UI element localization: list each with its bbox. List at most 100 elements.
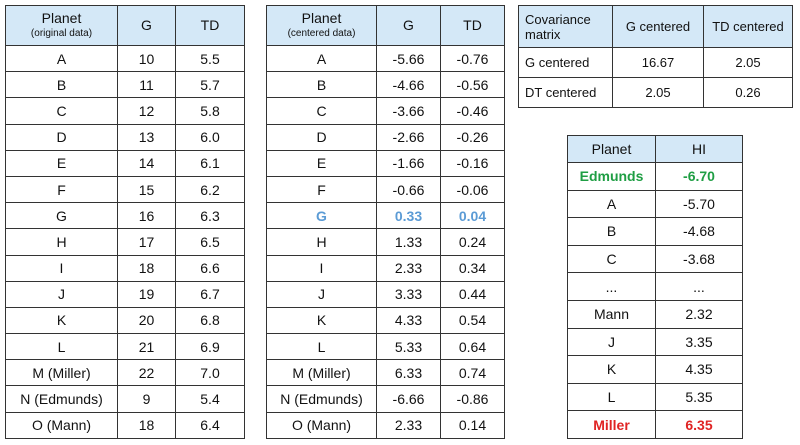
table-cell: M (Miller) [5, 359, 118, 387]
table-cell: 5.7 [175, 71, 245, 99]
table-row: B 11 5.7 [5, 71, 245, 99]
covariance-table: Covariance matrix G centered TD centered G … [518, 5, 793, 108]
table-row: L 5.35 [567, 382, 743, 412]
table-cell: -1.66 [376, 149, 441, 177]
table-cell: 6.9 [175, 333, 245, 361]
table-cell: 19 [117, 280, 176, 308]
table-cell: O (Mann) [5, 411, 118, 439]
table-cell: -3.68 [655, 244, 743, 274]
table-row: M (Miller) 22 7.0 [5, 359, 245, 387]
table-row: L 21 6.9 [5, 333, 245, 361]
table-row: Edmunds -6.70 [567, 162, 743, 191]
table-head: Planet (original data) G TD [5, 5, 245, 46]
table-cell: I [5, 254, 118, 282]
table-cell: -2.66 [376, 123, 441, 151]
table-cell: Mann [567, 299, 656, 329]
table-cell: ... [655, 272, 743, 301]
table-cell: 2.33 [376, 411, 441, 439]
table-cell: 6.4 [175, 411, 245, 439]
header-row: Planet HI [567, 135, 743, 163]
header-cell: Planet [567, 135, 656, 163]
table-row: C -3.68 [567, 244, 743, 274]
table-cell: 15 [117, 175, 176, 204]
header-text: Planet [41, 9, 82, 26]
header-text: Planet [591, 140, 632, 157]
header-text: TD [200, 17, 220, 33]
table-cell: 6.8 [175, 306, 245, 335]
header-cell: G [117, 5, 176, 46]
header-text: G centered [625, 19, 691, 34]
original-data-table: Planet (original data) G TD A 10 5.5 B 11 5.7 C 12 5… [5, 5, 245, 439]
header-note: (original data) [30, 27, 93, 39]
table-row: D 13 6.0 [5, 123, 245, 151]
table-body: G centered 16.67 2.05 DT centered 2.05 0.26 [518, 47, 793, 108]
table-cell: B [567, 217, 656, 246]
header-cell: TD [175, 5, 245, 46]
table-row: G 16 6.3 [5, 202, 245, 230]
table-cell: C [5, 97, 118, 125]
table-row: K 4.35 [567, 355, 743, 384]
table-cell: -6.70 [655, 162, 743, 191]
table-cell: 18 [117, 411, 176, 439]
table-cell: 6.2 [175, 175, 245, 204]
table-row: O (Mann) 18 6.4 [5, 411, 245, 439]
table-cell: 2.05 [703, 47, 793, 78]
header-cell: TD centered [703, 5, 793, 48]
header-cell: G centered [612, 5, 704, 48]
table-cell: B [5, 71, 118, 99]
table-cell: I [266, 254, 377, 282]
table-cell: 6.35 [655, 410, 743, 439]
header-row: Planet (centered data) G TD [266, 5, 505, 46]
header-text: G [141, 17, 152, 33]
table-cell: 1.33 [376, 228, 441, 256]
hi-table: Planet HI Edmunds -6.70 A -5.70 B -4.68 C -3.68..… [567, 135, 743, 439]
table-body: A 10 5.5 B 11 5.7 C 12 5.8 D 13 6.0 E 14 6.1 F 15 6.2 G 16 6… [5, 44, 245, 439]
table-cell: K [567, 355, 656, 384]
table-cell: 21 [117, 333, 176, 361]
header-row: Planet (original data) G TD [5, 5, 245, 46]
table-row: N (Edmunds) -6.66 -0.86 [266, 385, 505, 413]
table-row: I 18 6.6 [5, 254, 245, 282]
table-cell: M (Miller) [266, 359, 377, 387]
table-cell: K [5, 306, 118, 335]
table-cell: G [266, 202, 377, 230]
table-row: J 3.33 0.44 [266, 280, 505, 308]
table-cell: N (Edmunds) [5, 385, 118, 413]
table-cell: 0.74 [440, 359, 505, 387]
table-cell: 22 [117, 359, 176, 387]
table-row: F -0.66 -0.06 [266, 175, 505, 204]
table-cell: 3.35 [655, 327, 743, 357]
header-text: TD [463, 17, 482, 33]
table-cell: F [5, 175, 118, 204]
table-cell: 0.33 [376, 202, 441, 230]
header-cell: Planet (original data) [5, 5, 118, 46]
table-row: K 4.33 0.54 [266, 306, 505, 335]
table-row: B -4.66 -0.56 [266, 71, 505, 99]
table-head: Planet (centered data) G TD [266, 5, 505, 46]
header-text: TD centered [712, 19, 784, 34]
table-row: D -2.66 -0.26 [266, 123, 505, 151]
table-body: A -5.66 -0.76 B -4.66 -0.56 C -3.66 -0.46 D -2.66-… [266, 44, 505, 439]
table-cell: 5.8 [175, 97, 245, 125]
table-cell: -0.06 [440, 175, 505, 204]
table-cell: 6.33 [376, 359, 441, 387]
table-cell: -5.66 [376, 44, 441, 73]
table-row: ...... [567, 272, 743, 301]
table-cell: A [567, 189, 656, 219]
table-cell: E [266, 149, 377, 177]
table-cell: 7.0 [175, 359, 245, 387]
table-row: C 12 5.8 [5, 97, 245, 125]
table-cell: C [266, 97, 377, 125]
table-cell: A [5, 44, 118, 73]
table-cell: 0.54 [440, 306, 505, 335]
table-cell: G centered [518, 47, 613, 78]
header-text: HI [692, 140, 706, 157]
table-row: G 0.33 0.04 [266, 202, 505, 230]
header-note: (centered data) [287, 27, 356, 39]
table-cell: 2.05 [612, 77, 704, 108]
header-cell: Planet (centered data) [266, 5, 377, 46]
header-cell: Covariance matrix [518, 5, 613, 48]
table-cell: 4.35 [655, 355, 743, 384]
table-cell: G [5, 202, 118, 230]
